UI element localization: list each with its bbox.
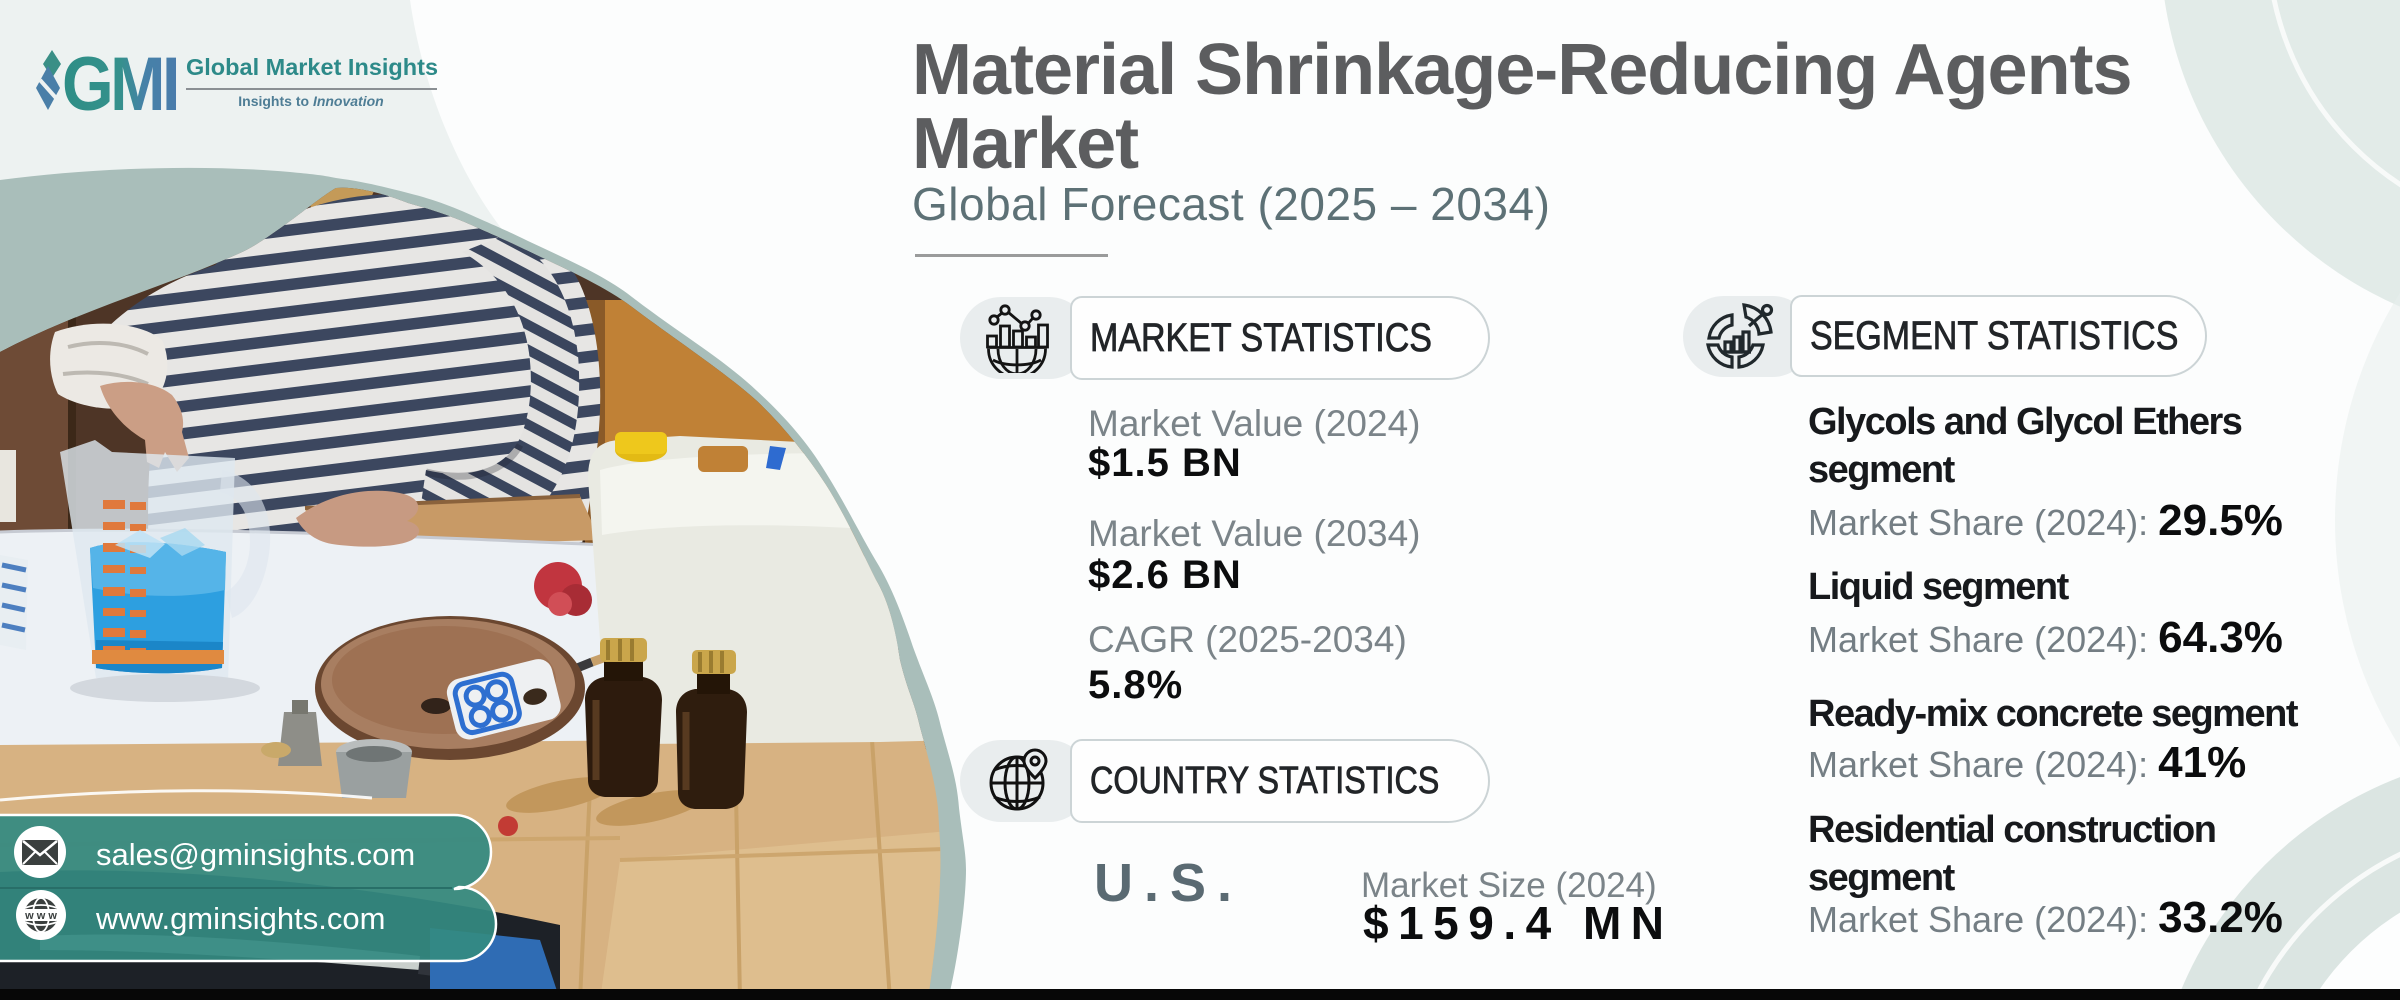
svg-text:GMI: GMI (62, 42, 177, 127)
svg-text:Global Market Insights: Global Market Insights (186, 54, 438, 80)
svg-text:w w w: w w w (24, 910, 57, 922)
svg-text:Insights to Innovation: Insights to Innovation (238, 93, 383, 109)
